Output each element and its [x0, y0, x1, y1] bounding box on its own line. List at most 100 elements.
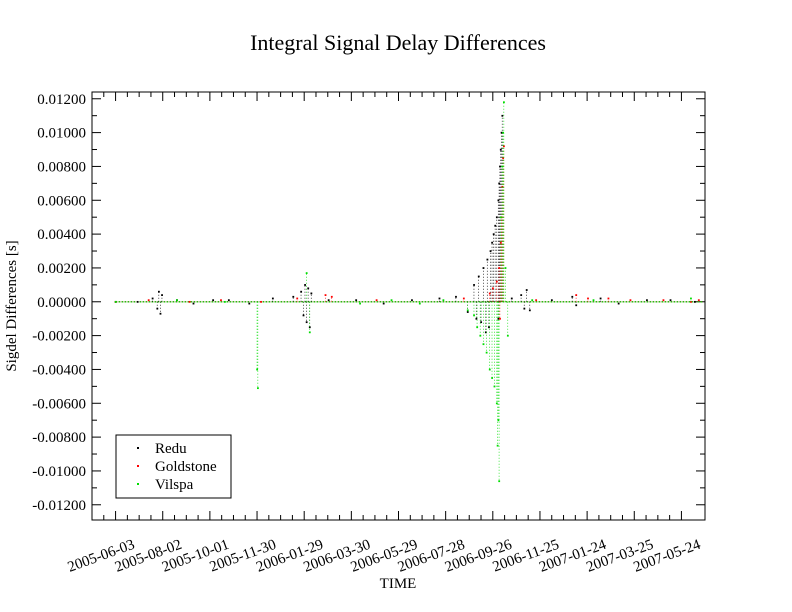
baseline-point-vilspa [568, 301, 571, 303]
baseline-point-vilspa [559, 301, 562, 303]
data-point-goldstone [495, 280, 498, 283]
baseline-point-vilspa [202, 301, 205, 303]
baseline-point-vilspa [421, 301, 424, 303]
baseline-point-vilspa [439, 301, 442, 303]
baseline-point-vilspa [304, 301, 307, 303]
baseline-point-vilspa [292, 301, 295, 303]
data-point-goldstone [535, 299, 538, 302]
baseline-point-vilspa [214, 301, 217, 303]
data-point-vilspa [485, 351, 488, 354]
baseline-point-vilspa [253, 301, 256, 303]
data-point-redu [300, 290, 303, 293]
baseline-point-vilspa [142, 301, 145, 303]
baseline-point-vilspa [400, 301, 403, 303]
baseline-point-vilspa [382, 301, 385, 303]
data-point-redu [305, 321, 308, 324]
baseline-point-vilspa [622, 301, 625, 303]
data-point-vilspa [592, 299, 595, 302]
data-point-vilspa [502, 131, 505, 134]
data-point-goldstone [607, 297, 610, 300]
baseline-point-vilspa [487, 301, 490, 303]
baseline-point-vilspa [169, 301, 172, 303]
baseline-point-vilspa [673, 301, 676, 303]
data-point-redu [308, 326, 311, 329]
baseline-point-vilspa [424, 301, 427, 303]
baseline-point-vilspa [172, 301, 175, 303]
data-point-redu [488, 326, 490, 329]
baseline-point-vilspa [520, 301, 523, 303]
data-point-vilspa [495, 402, 498, 405]
data-point-redu [310, 292, 313, 295]
data-point-redu [212, 299, 215, 302]
data-point-redu [499, 148, 502, 151]
data-point-goldstone [220, 299, 222, 302]
baseline-point-vilspa [343, 301, 346, 303]
baseline-point-vilspa [676, 301, 679, 303]
data-point-vilspa [224, 300, 226, 303]
data-point-goldstone [462, 297, 465, 300]
baseline-point-vilspa [358, 301, 361, 303]
y-tick-label: 0.00800 [37, 159, 86, 175]
data-point-vilspa [305, 272, 308, 275]
baseline-point-vilspa [667, 301, 670, 303]
baseline-point-vilspa [121, 301, 124, 303]
data-point-redu [480, 321, 483, 324]
baseline-point-vilspa [535, 301, 538, 303]
baseline-point-vilspa [415, 301, 418, 303]
baseline-point-vilspa [457, 301, 460, 303]
baseline-point-vilspa [436, 301, 439, 303]
baseline-point-vilspa [394, 301, 397, 303]
baseline-point-vilspa [370, 301, 373, 303]
baseline-point-vilspa [562, 301, 565, 303]
baseline-point-vilspa [637, 301, 640, 303]
data-point-redu [599, 297, 602, 300]
data-point-redu [571, 295, 574, 298]
data-point-redu [500, 131, 503, 134]
data-point-vilspa [504, 267, 507, 269]
baseline-point-vilspa [541, 301, 544, 303]
data-point-redu [489, 250, 492, 253]
y-tick-label: 0.00200 [37, 261, 86, 277]
legend-marker-redu [137, 447, 139, 449]
legend-marker-goldstone [137, 465, 139, 467]
data-point-redu [473, 284, 475, 286]
baseline-point-vilspa [181, 301, 184, 303]
data-point-goldstone [330, 295, 333, 298]
data-point-vilspa [256, 368, 259, 371]
baseline-point-vilspa [460, 301, 463, 303]
data-point-redu [501, 114, 504, 117]
data-points [114, 101, 703, 483]
data-point-vilspa [506, 334, 509, 337]
data-point-redu [382, 302, 385, 305]
baseline-point-vilspa [589, 301, 592, 303]
data-point-vilspa [498, 480, 501, 483]
legend-label-redu: Redu [155, 441, 187, 457]
baseline-point-vilspa [619, 301, 622, 303]
y-tick-label: 0.00600 [37, 193, 86, 209]
baseline-point-vilspa [232, 301, 235, 303]
data-point-vilspa [442, 299, 445, 302]
baseline-point-vilspa [511, 301, 514, 303]
baseline-point-vilspa [574, 301, 577, 303]
data-point-goldstone [324, 294, 327, 297]
baseline-point-vilspa [679, 301, 682, 303]
baseline-point-vilspa [592, 301, 595, 303]
baseline-point-vilspa [226, 301, 229, 303]
data-point-vilspa [497, 419, 500, 422]
baseline-point-vilspa [556, 301, 559, 303]
legend-label-goldstone: Goldstone [155, 459, 217, 475]
baseline-point-vilspa [514, 301, 517, 303]
baseline-point-vilspa [451, 301, 454, 303]
data-point-redu [271, 297, 274, 300]
data-point-redu [575, 304, 578, 307]
baseline-point-vilspa [310, 301, 313, 303]
baseline-point-vilspa [331, 301, 334, 303]
baseline-point-vilspa [586, 301, 589, 303]
y-tick-label: -0.00400 [32, 362, 86, 378]
data-point-vilspa [418, 302, 421, 305]
baseline-point-vilspa [265, 301, 268, 303]
y-tick-label: -0.00600 [32, 396, 86, 412]
data-point-goldstone [690, 300, 692, 303]
baseline-point-vilspa [301, 301, 304, 303]
